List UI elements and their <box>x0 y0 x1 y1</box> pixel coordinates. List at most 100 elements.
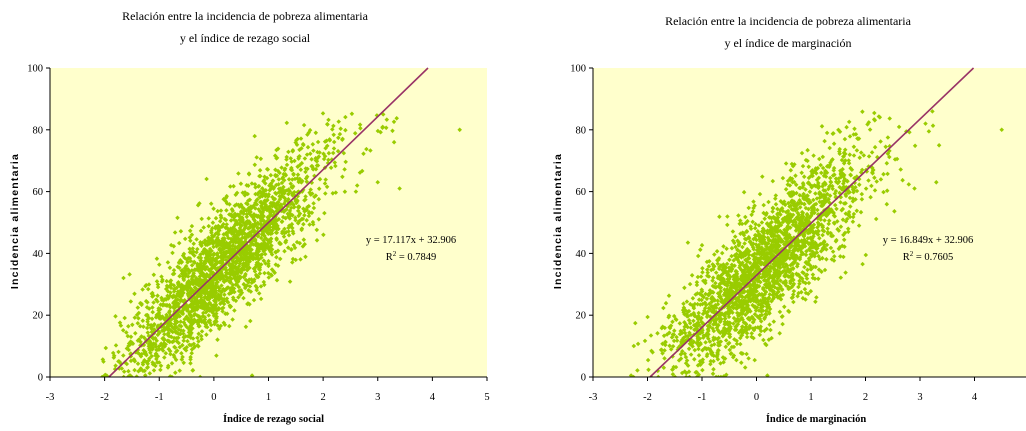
data-point <box>761 256 766 261</box>
data-point <box>795 261 800 267</box>
data-point <box>683 354 689 360</box>
data-point <box>734 357 739 363</box>
data-point <box>747 260 753 266</box>
data-point <box>208 328 213 333</box>
data-point <box>709 299 715 305</box>
data-point <box>760 308 766 313</box>
data-point <box>260 186 265 191</box>
data-point <box>257 194 263 200</box>
data-point <box>769 298 774 304</box>
data-point <box>223 254 228 259</box>
data-point <box>759 291 765 297</box>
data-point <box>151 368 157 373</box>
data-point <box>777 331 782 336</box>
data-point <box>239 255 244 260</box>
data-point <box>185 338 190 344</box>
data-point <box>667 325 672 330</box>
data-point <box>742 365 748 370</box>
data-point <box>705 273 710 279</box>
data-point <box>684 299 690 304</box>
data-point <box>172 304 177 309</box>
data-point <box>215 337 220 342</box>
data-point <box>274 230 280 235</box>
data-point <box>222 288 228 293</box>
data-point <box>752 257 757 262</box>
data-point <box>700 266 705 271</box>
data-point <box>809 265 814 271</box>
data-point <box>282 208 287 214</box>
data-point <box>134 312 140 318</box>
data-point <box>685 309 691 314</box>
r-squared-value: = 0.7849 <box>396 252 436 263</box>
data-point <box>783 278 788 284</box>
data-point <box>661 333 667 339</box>
data-point <box>745 316 751 321</box>
data-point <box>668 347 674 352</box>
data-point <box>748 293 753 298</box>
data-point <box>687 374 692 377</box>
chart-2: Relación entre la incidencia de pobreza … <box>552 14 1026 425</box>
data-point <box>678 356 684 361</box>
data-point <box>790 271 795 277</box>
data-point <box>164 283 170 289</box>
data-point <box>749 331 754 336</box>
data-point <box>165 338 171 344</box>
data-point <box>779 287 785 293</box>
data-point <box>733 305 739 311</box>
data-point <box>691 312 697 317</box>
data-point <box>688 325 694 330</box>
data-point <box>677 321 683 326</box>
data-point <box>741 278 746 284</box>
data-point <box>694 282 700 288</box>
data-point <box>132 367 137 373</box>
data-point <box>716 275 721 281</box>
data-point <box>151 300 156 305</box>
data-point <box>719 267 725 273</box>
data-point <box>213 288 219 293</box>
data-point <box>756 259 762 265</box>
data-point <box>646 367 651 373</box>
data-point <box>694 369 699 375</box>
data-point <box>718 318 723 324</box>
data-point <box>710 290 716 295</box>
data-point <box>236 263 242 269</box>
data-point <box>705 267 710 272</box>
data-point <box>258 245 263 251</box>
data-point <box>706 264 712 269</box>
chart-title-line: y el índice de marginación <box>724 36 851 50</box>
data-point <box>231 273 237 279</box>
data-point <box>255 197 260 202</box>
data-point <box>688 301 693 307</box>
data-point <box>696 346 701 352</box>
data-point <box>699 287 704 292</box>
data-point <box>682 320 687 325</box>
data-point <box>160 348 166 353</box>
data-point <box>308 151 313 156</box>
data-point <box>342 189 348 194</box>
y-tick-label: 60 <box>576 187 587 198</box>
data-point <box>328 165 334 170</box>
data-point <box>695 320 701 325</box>
data-point <box>255 260 261 266</box>
data-point <box>178 287 184 293</box>
data-point <box>696 313 701 319</box>
data-point <box>743 312 748 317</box>
data-point <box>642 338 648 344</box>
data-point <box>391 139 397 145</box>
data-point <box>219 255 224 261</box>
data-point <box>698 274 704 279</box>
data-point <box>198 278 204 284</box>
data-point <box>729 344 735 350</box>
data-point <box>710 295 715 300</box>
data-point <box>165 293 170 299</box>
data-point <box>713 374 719 377</box>
data-point <box>791 281 797 287</box>
data-point <box>285 245 291 250</box>
data-point <box>185 287 190 292</box>
data-point <box>635 368 640 373</box>
data-point <box>180 253 186 258</box>
data-point <box>295 172 301 177</box>
data-point <box>680 349 685 354</box>
data-point <box>273 262 279 267</box>
data-point <box>264 207 269 212</box>
